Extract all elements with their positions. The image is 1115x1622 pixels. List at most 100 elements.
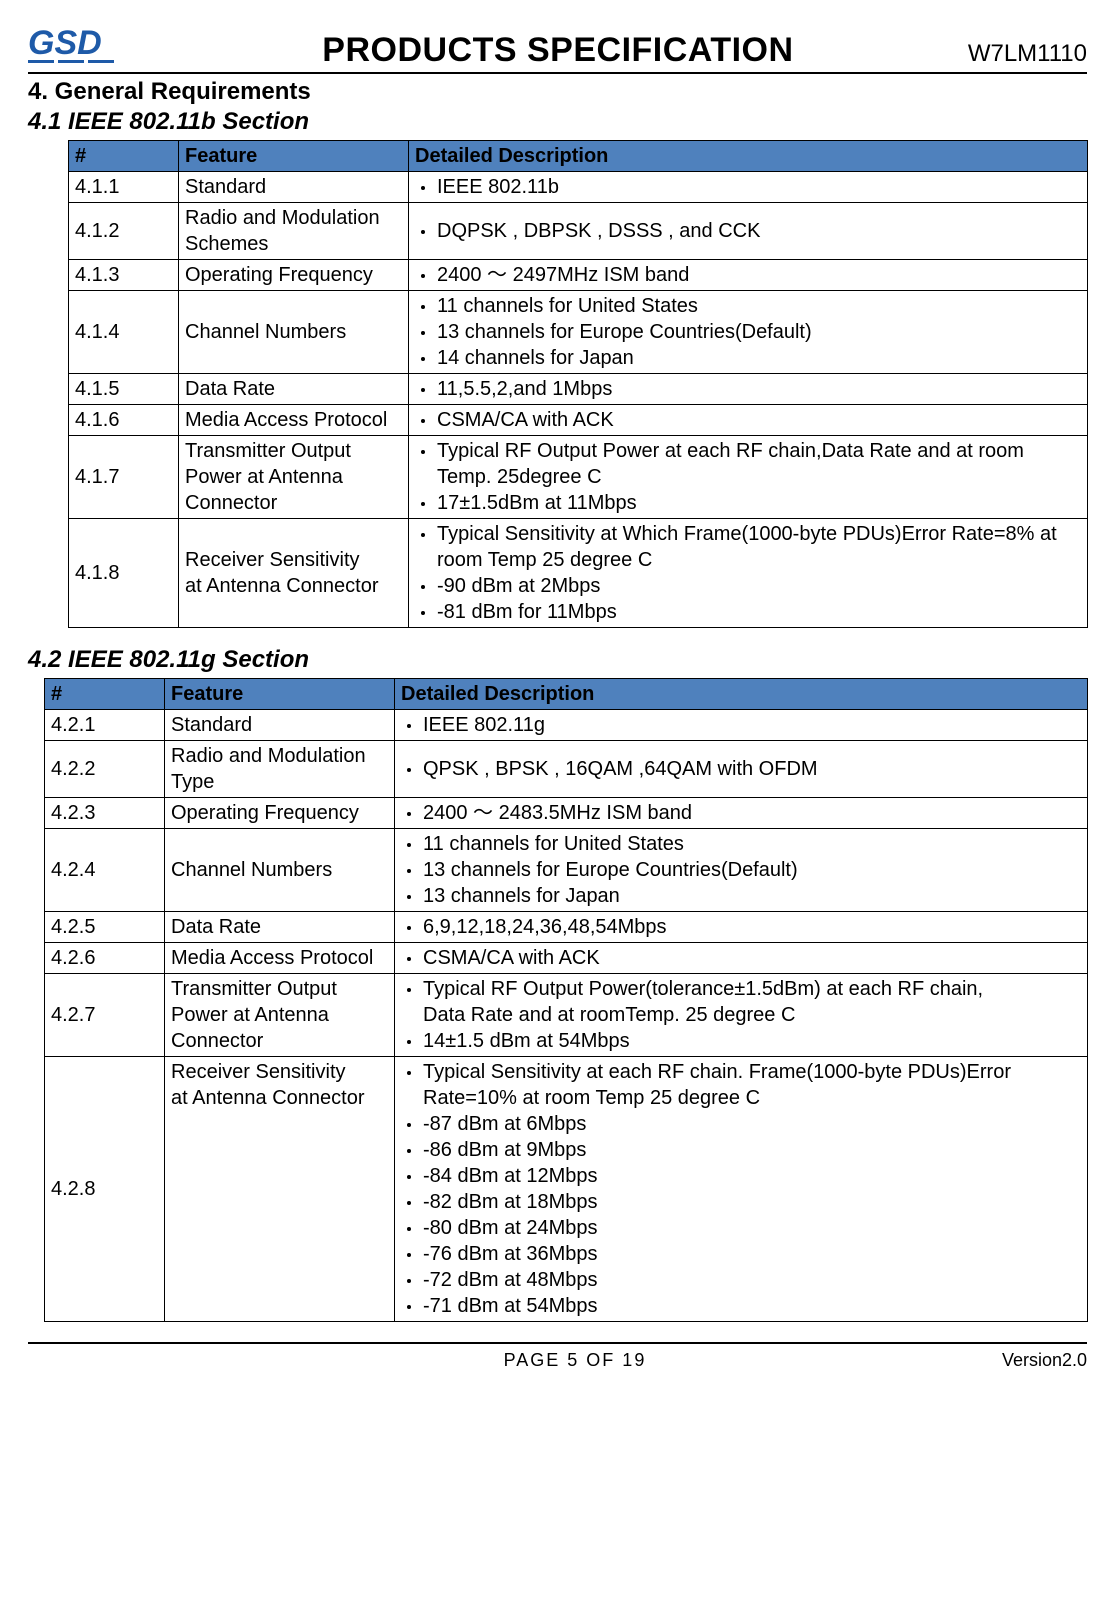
row-number: 4.1.1: [69, 172, 179, 203]
row-number: 4.1.5: [69, 374, 179, 405]
row-feature: Radio and Modulation Type: [165, 741, 395, 798]
table-header-row: # Feature Detailed Description: [45, 679, 1088, 710]
desc-bullet: CSMA/CA with ACK: [401, 945, 1081, 971]
row-feature: Standard: [165, 710, 395, 741]
desc-bullet: 14±1.5 dBm at 54Mbps: [401, 1028, 1081, 1054]
model-number: W7LM1110: [968, 40, 1087, 70]
header: GSD PRODUCTS SPECIFICATION W7LM1110: [28, 20, 1087, 74]
desc-bullet: 11 channels for United States: [415, 293, 1081, 319]
desc-bullet: -90 dBm at 2Mbps: [415, 573, 1081, 599]
row-feature: Data Rate: [179, 374, 409, 405]
table-row: 4.1.4Channel Numbers11 channels for Unit…: [69, 291, 1088, 374]
section-4-2-heading: 4.2 IEEE 802.11g Section: [28, 646, 1087, 674]
desc-bullet: 2400 ～ 2497MHz ISM band: [415, 262, 1081, 288]
row-feature: Channel Numbers: [179, 291, 409, 374]
table-row: 4.2.8Receiver Sensitivityat Antenna Conn…: [45, 1057, 1088, 1322]
table-row: 4.2.6Media Access ProtocolCSMA/CA with A…: [45, 943, 1088, 974]
row-description: Typical RF Output Power(tolerance±1.5dBm…: [395, 974, 1088, 1057]
desc-bullet: QPSK , BPSK , 16QAM ,64QAM with OFDM: [401, 756, 1081, 782]
row-description: Typical Sensitivity at each RF chain. Fr…: [395, 1057, 1088, 1322]
row-feature: Media Access Protocol: [179, 405, 409, 436]
row-number: 4.1.6: [69, 405, 179, 436]
desc-bullet: -86 dBm at 9Mbps: [401, 1137, 1081, 1163]
row-description: Typical RF Output Power at each RF chain…: [409, 436, 1088, 519]
desc-bullet: -71 dBm at 54Mbps: [401, 1293, 1081, 1319]
desc-bullet: 13 channels for Europe Countries(Default…: [415, 319, 1081, 345]
gsd-logo: GSD: [28, 20, 148, 70]
row-number: 4.2.5: [45, 912, 165, 943]
desc-bullet: 2400 ～ 2483.5MHz ISM band: [401, 800, 1081, 826]
desc-bullet: CSMA/CA with ACK: [415, 407, 1081, 433]
col-feature-header: Feature: [165, 679, 395, 710]
row-description: 2400 ～ 2483.5MHz ISM band: [395, 798, 1088, 829]
table-row: 4.2.3Operating Frequency2400 ～ 2483.5MHz…: [45, 798, 1088, 829]
row-number: 4.2.7: [45, 974, 165, 1057]
row-description: Typical Sensitivity at Which Frame(1000-…: [409, 519, 1088, 628]
row-description: CSMA/CA with ACK: [409, 405, 1088, 436]
row-feature: Media Access Protocol: [165, 943, 395, 974]
row-number: 4.1.2: [69, 203, 179, 260]
doc-title: PRODUCTS SPECIFICATION: [148, 31, 968, 70]
table-row: 4.2.2Radio and Modulation TypeQPSK , BPS…: [45, 741, 1088, 798]
desc-bullet: -82 dBm at 18Mbps: [401, 1189, 1081, 1215]
row-feature: Transmitter OutputPower at Antenna Conne…: [179, 436, 409, 519]
row-number: 4.2.2: [45, 741, 165, 798]
desc-bullet: -80 dBm at 24Mbps: [401, 1215, 1081, 1241]
section-4-heading: 4. General Requirements: [28, 78, 1087, 106]
row-number: 4.2.3: [45, 798, 165, 829]
page: GSD PRODUCTS SPECIFICATION W7LM1110 4. G…: [0, 0, 1115, 1391]
desc-bullet: 11 channels for United States: [401, 831, 1081, 857]
table-row: 4.1.6Media Access ProtocolCSMA/CA with A…: [69, 405, 1088, 436]
col-desc-header: Detailed Description: [409, 141, 1088, 172]
col-desc-header: Detailed Description: [395, 679, 1088, 710]
row-feature: Receiver Sensitivityat Antenna Connector: [179, 519, 409, 628]
table-row: 4.1.8Receiver Sensitivityat Antenna Conn…: [69, 519, 1088, 628]
footer: PAGE 5 OF 19 Version2.0: [28, 1342, 1087, 1371]
row-description: 11 channels for United States13 channels…: [395, 829, 1088, 912]
row-description: 11,5.5,2,and 1Mbps: [409, 374, 1088, 405]
page-number: PAGE 5 OF 19: [148, 1350, 1002, 1371]
row-number: 4.1.4: [69, 291, 179, 374]
table-802-11g: # Feature Detailed Description 4.2.1Stan…: [44, 678, 1088, 1322]
desc-bullet: 13 channels for Japan: [401, 883, 1081, 909]
desc-bullet: 17±1.5dBm at 11Mbps: [415, 490, 1081, 516]
desc-bullet: Typical RF Output Power at each RF chain…: [415, 438, 1081, 490]
row-feature: Channel Numbers: [165, 829, 395, 912]
desc-bullet: 13 channels for Europe Countries(Default…: [401, 857, 1081, 883]
desc-bullet: DQPSK , DBPSK , DSSS , and CCK: [415, 218, 1081, 244]
row-feature: Receiver Sensitivityat Antenna Connector: [165, 1057, 395, 1322]
table-row: 4.1.5Data Rate11,5.5,2,and 1Mbps: [69, 374, 1088, 405]
desc-bullet: 6,9,12,18,24,36,48,54Mbps: [401, 914, 1081, 940]
desc-bullet: -72 dBm at 48Mbps: [401, 1267, 1081, 1293]
row-feature: Operating Frequency: [179, 260, 409, 291]
row-feature: Radio and Modulation Schemes: [179, 203, 409, 260]
table-row: 4.1.7Transmitter OutputPower at Antenna …: [69, 436, 1088, 519]
table-802-11b: # Feature Detailed Description 4.1.1Stan…: [68, 140, 1088, 628]
table-row: 4.2.7Transmitter OutputPower at Antenna …: [45, 974, 1088, 1057]
row-number: 4.2.6: [45, 943, 165, 974]
col-num-header: #: [45, 679, 165, 710]
version-label: Version2.0: [1002, 1350, 1087, 1371]
row-description: IEEE 802.11g: [395, 710, 1088, 741]
row-number: 4.1.8: [69, 519, 179, 628]
desc-bullet: -84 dBm at 12Mbps: [401, 1163, 1081, 1189]
table-header-row: # Feature Detailed Description: [69, 141, 1088, 172]
row-description: 2400 ～ 2497MHz ISM band: [409, 260, 1088, 291]
row-number: 4.1.7: [69, 436, 179, 519]
row-feature: Operating Frequency: [165, 798, 395, 829]
svg-text:GSD: GSD: [28, 24, 102, 62]
row-description: QPSK , BPSK , 16QAM ,64QAM with OFDM: [395, 741, 1088, 798]
desc-bullet: 11,5.5,2,and 1Mbps: [415, 376, 1081, 402]
desc-bullet: Typical Sensitivity at Which Frame(1000-…: [415, 521, 1081, 573]
desc-bullet: 14 channels for Japan: [415, 345, 1081, 371]
row-feature: Transmitter OutputPower at Antenna Conne…: [165, 974, 395, 1057]
table-row: 4.2.5Data Rate6,9,12,18,24,36,48,54Mbps: [45, 912, 1088, 943]
col-num-header: #: [69, 141, 179, 172]
row-feature: Standard: [179, 172, 409, 203]
row-description: CSMA/CA with ACK: [395, 943, 1088, 974]
row-feature: Data Rate: [165, 912, 395, 943]
desc-bullet: -76 dBm at 36Mbps: [401, 1241, 1081, 1267]
row-number: 4.1.3: [69, 260, 179, 291]
row-description: 11 channels for United States13 channels…: [409, 291, 1088, 374]
desc-bullet: -87 dBm at 6Mbps: [401, 1111, 1081, 1137]
